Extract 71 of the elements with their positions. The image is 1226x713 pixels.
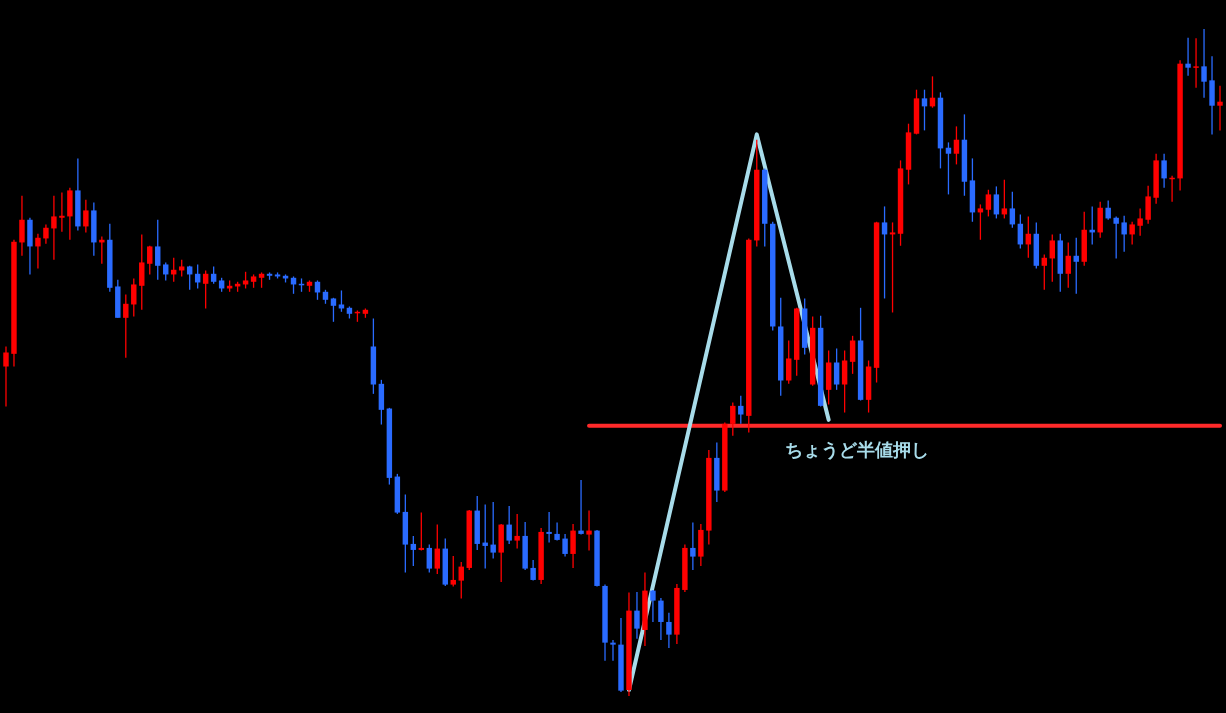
candlestick bbox=[43, 223, 49, 245]
candlestick bbox=[155, 219, 161, 281]
candlestick bbox=[131, 277, 137, 318]
candlestick bbox=[506, 505, 512, 545]
candlestick bbox=[578, 479, 584, 536]
candlestick bbox=[1161, 153, 1167, 189]
candlestick bbox=[35, 233, 41, 270]
candlestick bbox=[666, 611, 672, 649]
candlestick bbox=[730, 401, 736, 437]
candlestick bbox=[977, 203, 984, 241]
candlestick bbox=[338, 289, 345, 313]
candlestick bbox=[1001, 179, 1008, 220]
candlestick bbox=[570, 523, 576, 569]
candlestick bbox=[1129, 221, 1135, 246]
candlestick bbox=[953, 125, 960, 166]
candlestick bbox=[514, 513, 520, 550]
candlestick bbox=[658, 597, 664, 641]
candlestick bbox=[1201, 28, 1207, 99]
candlestick bbox=[1073, 237, 1079, 295]
candlestick bbox=[330, 297, 337, 323]
candlestick bbox=[554, 521, 560, 542]
candlestick bbox=[19, 195, 25, 257]
candlestick bbox=[450, 555, 456, 588]
candlestick bbox=[530, 559, 536, 582]
candlestick bbox=[51, 195, 57, 261]
candlestick bbox=[1145, 185, 1151, 225]
candlestick bbox=[1049, 233, 1055, 283]
candlestick bbox=[147, 245, 153, 276]
candlestick bbox=[139, 233, 145, 311]
candlestick bbox=[881, 205, 888, 300]
candlestick bbox=[586, 509, 592, 552]
candlestick bbox=[434, 523, 440, 575]
candlestick bbox=[1217, 85, 1223, 132]
candlestick bbox=[123, 293, 129, 359]
candlestick bbox=[490, 501, 496, 560]
candlestick bbox=[849, 335, 856, 375]
candlestick bbox=[1105, 199, 1111, 221]
candlestick bbox=[3, 345, 9, 408]
annotation: ちょうど半値押し bbox=[784, 438, 929, 460]
candlestick bbox=[1009, 191, 1016, 229]
candlestick bbox=[59, 191, 65, 233]
candlestick bbox=[945, 141, 952, 196]
candlestick bbox=[690, 521, 696, 571]
candlestick bbox=[418, 511, 425, 552]
candlestick bbox=[1193, 37, 1199, 89]
candlestick bbox=[186, 265, 193, 291]
candlestick bbox=[546, 511, 552, 544]
candlestick bbox=[83, 199, 89, 234]
candlestick bbox=[202, 269, 209, 310]
candlestick bbox=[163, 261, 169, 282]
candlestick bbox=[985, 189, 992, 218]
candlestick bbox=[833, 347, 840, 391]
candlestick bbox=[1121, 215, 1127, 253]
candlestick bbox=[1113, 215, 1119, 260]
candlestick bbox=[993, 185, 1000, 220]
candlestick bbox=[610, 639, 616, 662]
candlestick bbox=[1041, 253, 1048, 291]
candlestick bbox=[458, 561, 464, 600]
candlestick bbox=[634, 591, 640, 640]
candlestick bbox=[426, 543, 433, 574]
candlestick bbox=[889, 221, 896, 314]
candlestick bbox=[786, 339, 792, 385]
candlestick bbox=[650, 589, 656, 623]
candlestick bbox=[482, 503, 488, 570]
candlestick bbox=[1137, 207, 1143, 237]
candlestick bbox=[410, 535, 417, 567]
candlestick bbox=[562, 533, 568, 558]
candlestick bbox=[1065, 241, 1071, 289]
candlestick bbox=[1185, 37, 1191, 77]
candlestick bbox=[738, 395, 744, 425]
candlestick bbox=[921, 89, 928, 132]
